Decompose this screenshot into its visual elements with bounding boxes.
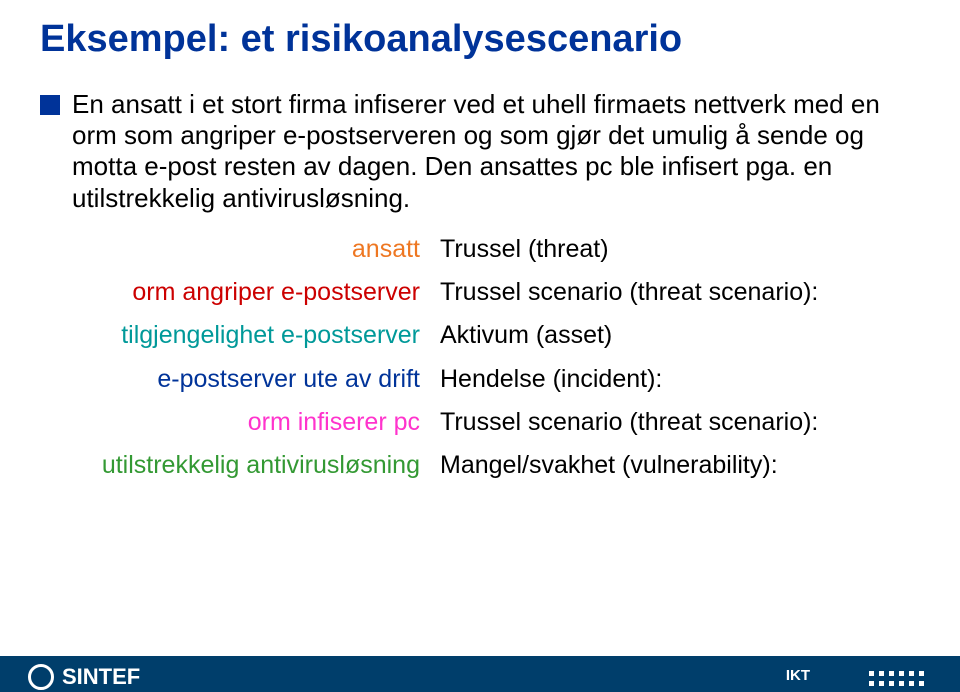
slide-title: Eksempel: et risikoanalysescenario <box>40 18 920 61</box>
table-row: tilgjengelighet e-postserver Aktivum (as… <box>40 320 920 351</box>
square-bullet-icon <box>40 95 60 115</box>
def-incident: Hendelse (incident): <box>440 364 920 395</box>
table-row: orm infiserer pc Trussel scenario (threa… <box>40 407 920 438</box>
sintef-logo: SINTEF <box>28 664 140 690</box>
term-orm-infiserer: orm infiserer pc <box>40 407 440 438</box>
def-threat-scenario-1: Trussel scenario (threat scenario): <box>440 277 920 308</box>
slide: Eksempel: et risikoanalysescenario En an… <box>0 0 960 692</box>
brand-text: SINTEF <box>62 664 140 690</box>
def-threat-scenario-2: Trussel scenario (threat scenario): <box>440 407 920 438</box>
def-threat: Trussel (threat) <box>440 234 920 265</box>
footer-ikt-label: IKT <box>786 667 810 684</box>
footer-dots-icon <box>869 671 924 686</box>
def-asset: Aktivum (asset) <box>440 320 920 351</box>
dots-row <box>869 681 924 686</box>
term-antivirus: utilstrekkelig antivirusløsning <box>40 450 440 481</box>
logo-ring-icon <box>28 664 54 690</box>
def-vulnerability: Mangel/svakhet (vulnerability): <box>440 450 920 481</box>
body-block: En ansatt i et stort firma infiserer ved… <box>40 89 920 214</box>
body-text: En ansatt i et stort firma infiserer ved… <box>72 89 920 214</box>
term-ute-av-drift: e-postserver ute av drift <box>40 364 440 395</box>
term-orm-angriper: orm angriper e-postserver <box>40 277 440 308</box>
table-row: ansatt Trussel (threat) <box>40 234 920 265</box>
table-row: orm angriper e-postserver Trussel scenar… <box>40 277 920 308</box>
table-row: e-postserver ute av drift Hendelse (inci… <box>40 364 920 395</box>
footer-bar <box>0 656 960 692</box>
term-ansatt: ansatt <box>40 234 440 265</box>
definition-table: ansatt Trussel (threat) orm angriper e-p… <box>40 234 920 482</box>
footer: SINTEF IKT <box>0 644 960 692</box>
table-row: utilstrekkelig antivirusløsning Mangel/s… <box>40 450 920 481</box>
term-tilgjengelighet: tilgjengelighet e-postserver <box>40 320 440 351</box>
dots-row <box>869 671 924 676</box>
